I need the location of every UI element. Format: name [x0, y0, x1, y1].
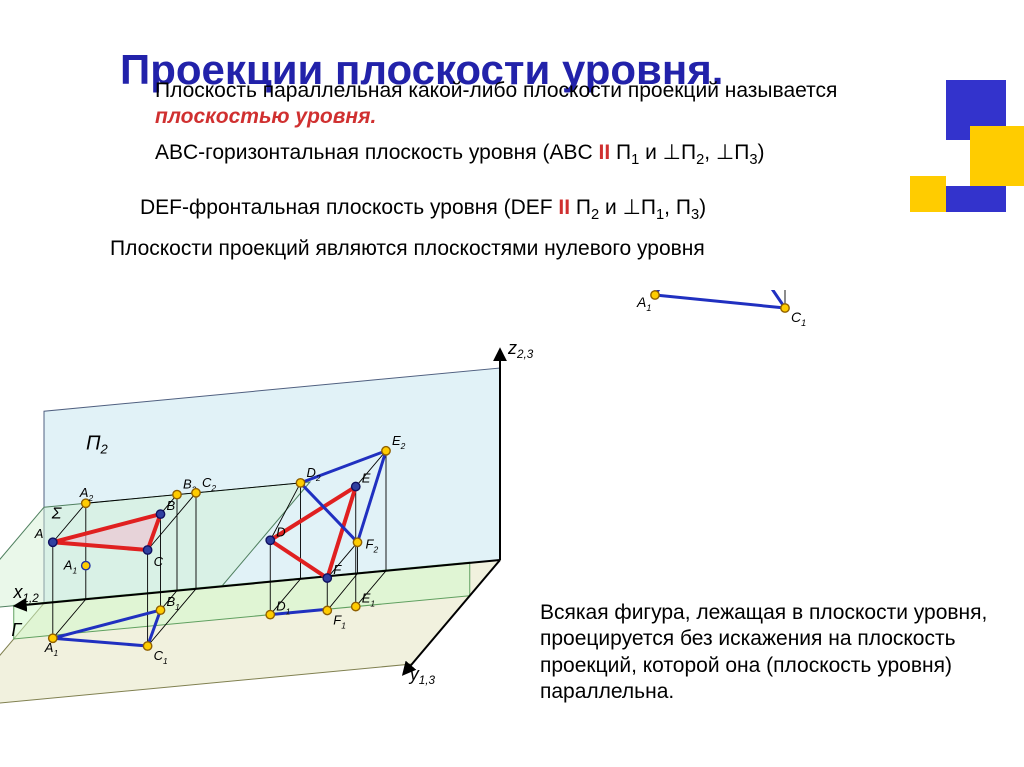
para-abc: ABC-горизонтальная плоскость уровня (ABC…: [155, 140, 975, 170]
svg-text:B: B: [167, 498, 176, 513]
svg-text:Г: Г: [11, 620, 22, 640]
svg-text:A: A: [34, 526, 44, 541]
svg-text:F: F: [333, 562, 342, 577]
svg-text:E: E: [362, 471, 371, 486]
svg-text:A1: A1: [636, 294, 651, 313]
para-zero: Плоскости проекций являются плоскостями …: [110, 236, 930, 262]
para-def: DEF-фронтальная плоскость уровня (DEF II…: [140, 195, 960, 225]
right-diagram: x1,2A2B2C2A1B1C1D2E2F2D1E1F1: [560, 290, 1020, 620]
deco-orange-1: [970, 126, 1024, 186]
svg-text:z2,3: z2,3: [507, 338, 534, 361]
svg-text:Σ: Σ: [51, 505, 63, 522]
left-diagram: ABCDEFA1B1C1D1E1F1A2B2C2D2E2F2A1П2П1ΣГz2…: [0, 270, 560, 767]
para1a: Плоскость параллельная какой-либо плоско…: [155, 79, 837, 102]
para-definition: Плоскость параллельная какой-либо плоско…: [155, 78, 855, 131]
svg-text:y1,3: y1,3: [408, 664, 436, 687]
svg-text:D: D: [276, 524, 285, 539]
svg-text:C: C: [154, 554, 164, 569]
svg-text:C1: C1: [791, 309, 806, 328]
para1-highlight: плоскостью уровня.: [155, 105, 376, 128]
